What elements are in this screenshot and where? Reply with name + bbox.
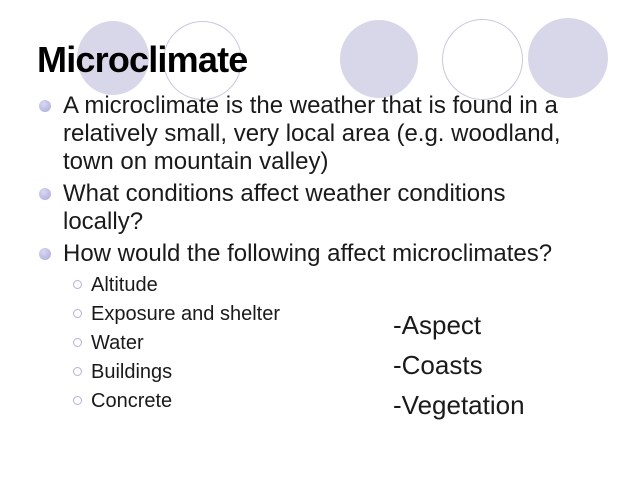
bullet-line: locally? [63, 208, 144, 235]
decor-circle-outline-1 [163, 21, 242, 100]
bullet-line: A microclimate is the weather that is fo… [63, 92, 558, 119]
sub-bullet-item: Concrete [73, 387, 280, 416]
open-circle-bullet-icon [73, 396, 82, 405]
open-circle-bullet-icon [73, 280, 82, 289]
sub-bullet-item: Buildings [73, 358, 280, 387]
decor-circle-filled-3 [528, 18, 608, 98]
bullet-item: How would the following affect microclim… [39, 240, 599, 268]
bullet-line: How would the following affect microclim… [63, 240, 553, 267]
bullet-list: A microclimate is the weather that is fo… [39, 92, 599, 268]
sub-bullet-item: Altitude [73, 271, 280, 300]
bullet-icon [39, 188, 51, 200]
bullet-item: What conditions affect weather condition… [39, 180, 599, 236]
sub-bullet-label: Buildings [91, 361, 173, 383]
bullet-line: What conditions affect weather condition… [63, 180, 506, 207]
bullet-text: How would the following affect microclim… [63, 240, 552, 268]
sub-bullet-item: Water [73, 329, 280, 358]
sub-bullet-label: Water [91, 332, 144, 354]
bullet-icon [39, 100, 51, 112]
decor-circle-filled-1 [77, 21, 149, 95]
bullet-text: A microclimate is the weather that is fo… [63, 92, 561, 176]
sub-bullet-label: Altitude [91, 274, 158, 296]
side-list-item: -Coasts [393, 350, 483, 380]
open-circle-bullet-icon [73, 367, 82, 376]
decor-circle-outline-2 [442, 19, 523, 100]
decor-circle-filled-2 [340, 20, 418, 98]
side-list-item: -Vegetation [393, 390, 525, 420]
sub-bullet-list: Altitude Exposure and shelter Water Buil… [73, 271, 280, 416]
bullet-line: relatively small, very local area (e.g. … [63, 120, 561, 147]
sub-bullet-item: Exposure and shelter [73, 300, 280, 329]
side-list-item: -Aspect [393, 310, 482, 340]
bullet-icon [39, 248, 51, 260]
bullet-line: town on mountain valley) [63, 148, 329, 175]
bullet-text: What conditions affect weather condition… [63, 180, 505, 236]
bullet-item: A microclimate is the weather that is fo… [39, 92, 599, 176]
open-circle-bullet-icon [73, 338, 82, 347]
slide-title: Microclimate [37, 39, 248, 80]
side-list: -Aspect -Coasts -Vegetation [393, 305, 525, 425]
open-circle-bullet-icon [73, 309, 82, 318]
sub-bullet-label: Exposure and shelter [91, 303, 281, 325]
sub-bullet-label: Concrete [91, 390, 173, 412]
